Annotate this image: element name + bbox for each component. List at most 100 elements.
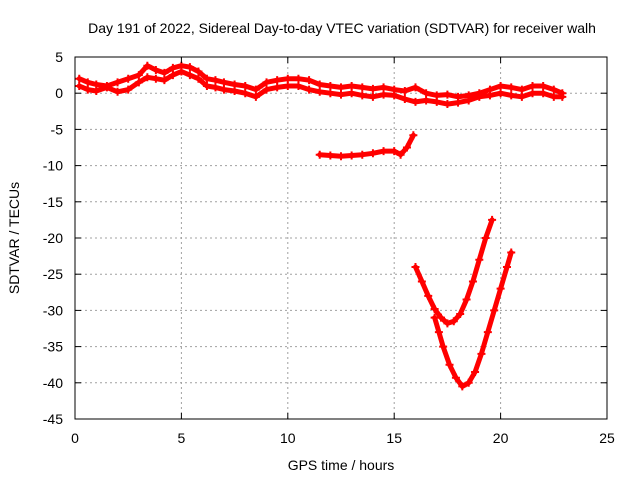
data-point bbox=[194, 74, 203, 83]
data-point bbox=[379, 83, 388, 92]
x-tick-label: 15 bbox=[386, 430, 402, 446]
data-point bbox=[168, 63, 177, 72]
data-point bbox=[358, 91, 367, 100]
data-point bbox=[358, 83, 367, 92]
data-point bbox=[507, 83, 516, 92]
data-point bbox=[211, 76, 220, 85]
y-tick-label: -5 bbox=[51, 121, 64, 137]
data-point bbox=[424, 291, 433, 300]
data-point bbox=[464, 96, 473, 105]
data-point bbox=[347, 89, 356, 98]
data-point bbox=[462, 295, 471, 304]
data-point bbox=[368, 84, 377, 93]
data-point bbox=[502, 262, 511, 271]
data-point bbox=[194, 67, 203, 76]
data-point bbox=[411, 97, 420, 106]
data-point bbox=[347, 151, 356, 160]
data-point bbox=[283, 74, 292, 83]
data-point bbox=[379, 147, 388, 156]
data-point bbox=[283, 81, 292, 90]
data-point bbox=[160, 68, 169, 77]
data-point bbox=[517, 92, 526, 101]
data-point bbox=[471, 367, 480, 376]
x-axis-title: GPS time / hours bbox=[288, 457, 395, 473]
data-point bbox=[92, 87, 101, 96]
data-point bbox=[151, 74, 160, 83]
data-point bbox=[305, 76, 314, 85]
series-band-lower bbox=[75, 67, 567, 109]
data-point bbox=[439, 342, 448, 351]
data-point bbox=[468, 277, 477, 286]
y-tick-label: -35 bbox=[43, 339, 63, 355]
data-point bbox=[124, 74, 133, 83]
data-point bbox=[409, 131, 418, 140]
data-point bbox=[411, 262, 420, 271]
data-point bbox=[151, 66, 160, 75]
data-point bbox=[294, 81, 303, 90]
data-point bbox=[202, 74, 211, 83]
data-point bbox=[400, 94, 409, 103]
data-point bbox=[496, 81, 505, 90]
data-point bbox=[456, 310, 465, 319]
data-point bbox=[168, 71, 177, 80]
x-tick-label: 25 bbox=[599, 430, 615, 446]
data-point bbox=[485, 91, 494, 100]
series-line bbox=[432, 250, 514, 389]
grid bbox=[75, 57, 607, 419]
data-point bbox=[160, 76, 169, 85]
x-tick-label: 10 bbox=[280, 430, 296, 446]
data-point bbox=[477, 349, 486, 358]
data-point bbox=[445, 360, 454, 369]
data-point bbox=[430, 313, 439, 322]
data-point bbox=[549, 85, 558, 94]
data-point bbox=[134, 78, 143, 87]
data-point bbox=[464, 378, 473, 387]
data-point bbox=[402, 143, 411, 152]
data-point bbox=[549, 92, 558, 101]
data-point bbox=[411, 83, 420, 92]
data-point bbox=[326, 81, 335, 90]
data-point bbox=[368, 149, 377, 158]
data-point bbox=[347, 81, 356, 90]
y-tick-label: -45 bbox=[43, 411, 63, 427]
data-point bbox=[443, 100, 452, 109]
data-point bbox=[449, 317, 458, 326]
data-point bbox=[185, 71, 194, 80]
data-point bbox=[143, 61, 152, 70]
data-point bbox=[358, 150, 367, 159]
y-tick-label: -40 bbox=[43, 375, 63, 391]
data-point bbox=[475, 255, 484, 264]
data-point bbox=[113, 78, 122, 87]
data-point bbox=[83, 78, 92, 87]
y-tick-label: 5 bbox=[55, 49, 63, 65]
data-point bbox=[262, 78, 271, 87]
data-point bbox=[337, 152, 345, 161]
data-point bbox=[273, 83, 282, 92]
data-point bbox=[251, 92, 260, 101]
data-point bbox=[230, 87, 239, 96]
data-point bbox=[219, 78, 228, 87]
data-point bbox=[507, 248, 516, 257]
series-line bbox=[413, 217, 495, 326]
data-point bbox=[390, 91, 399, 100]
data-point bbox=[337, 90, 345, 99]
data-point bbox=[315, 80, 324, 89]
data-point bbox=[558, 92, 567, 101]
data-point bbox=[475, 92, 484, 101]
data-point bbox=[454, 98, 463, 107]
y-tick-label: -20 bbox=[43, 230, 63, 246]
data-point bbox=[507, 91, 516, 100]
data-point bbox=[539, 81, 548, 90]
data-point bbox=[458, 382, 467, 391]
series-arc-minus-31 bbox=[411, 215, 497, 328]
data-point bbox=[451, 373, 460, 382]
y-axis-title: SDTVAR / TECUs bbox=[6, 182, 22, 294]
x-tick-label: 5 bbox=[178, 430, 186, 446]
data-point bbox=[396, 150, 405, 159]
data-point bbox=[496, 89, 505, 98]
data-point bbox=[315, 87, 324, 96]
data-point bbox=[434, 328, 443, 337]
data-point bbox=[219, 85, 228, 94]
data-point bbox=[185, 63, 194, 72]
